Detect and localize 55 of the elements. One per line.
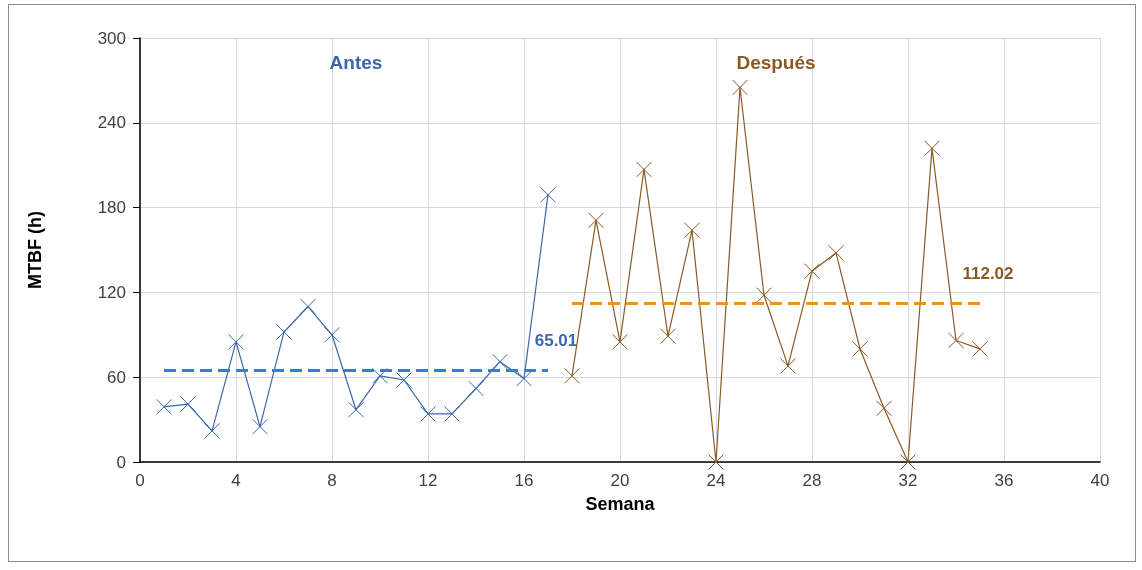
text: Antes (329, 51, 383, 73)
point (228, 333, 244, 350)
point (444, 405, 460, 422)
y-tick-label: 120 (97, 282, 126, 302)
point (180, 396, 196, 413)
x-tick-label: 0 (135, 471, 145, 490)
point (300, 298, 316, 315)
x-tick-label: 32 (898, 471, 918, 490)
point (852, 340, 868, 357)
x-tick-label: 28 (802, 471, 822, 490)
point (252, 418, 268, 435)
point (804, 263, 820, 280)
point (324, 326, 340, 343)
point (756, 287, 772, 304)
y-axis-title: MTBF (h) (25, 211, 45, 289)
point (828, 244, 844, 261)
y-tick-label: 60 (107, 367, 126, 387)
x-tick-label: 24 (706, 471, 726, 490)
x-tick-label: 40 (1090, 471, 1110, 490)
point (372, 367, 388, 384)
series-label: Después (736, 51, 816, 73)
point (420, 405, 436, 422)
ref-line-label: 65.01 (534, 330, 578, 350)
point (564, 367, 580, 384)
point (492, 353, 508, 370)
y-tick-label: 180 (97, 198, 126, 218)
point (876, 400, 892, 417)
point (732, 79, 748, 96)
point (348, 401, 364, 418)
x-tick-label: 36 (994, 471, 1014, 490)
point (540, 186, 556, 203)
point (684, 222, 700, 239)
point (972, 340, 988, 357)
point (588, 212, 604, 229)
point (948, 332, 964, 349)
point (612, 333, 628, 350)
point (516, 370, 532, 387)
x-tick-label: 12 (418, 471, 438, 490)
ref-line-label: 112.02 (962, 264, 1014, 284)
x-tick-label: 20 (610, 471, 630, 490)
point (780, 357, 796, 374)
x-tick-label: 4 (231, 471, 241, 490)
point (156, 398, 172, 415)
point (204, 422, 220, 439)
x-tick-label: 16 (514, 471, 534, 490)
y-tick-label: 300 (97, 28, 126, 48)
x-tick-label: 8 (327, 471, 337, 490)
point (468, 380, 484, 397)
y-tick-label: 0 (116, 452, 126, 472)
point (660, 328, 676, 345)
x-axis-title: Semana (585, 494, 656, 514)
point (276, 323, 292, 340)
y-tick-label: 240 (97, 113, 126, 133)
point (636, 161, 652, 178)
point (924, 140, 940, 157)
